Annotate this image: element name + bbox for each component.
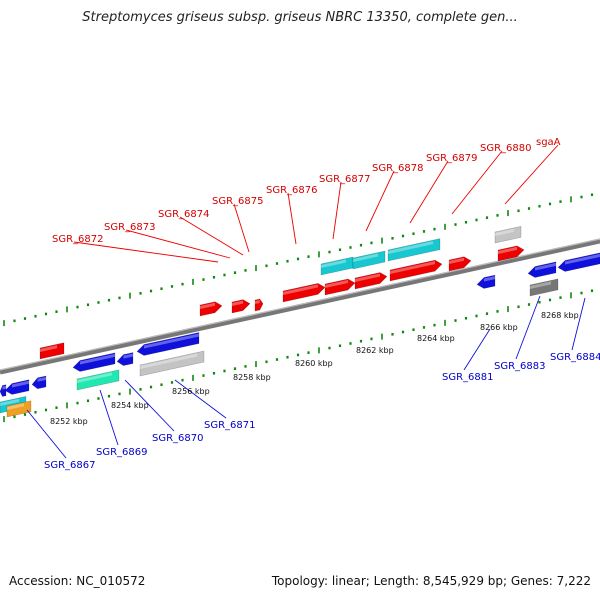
gene-label-forward[interactable]: SGR_6878	[372, 163, 424, 174]
gene-feature[interactable]	[282, 282, 326, 303]
leader-line	[571, 297, 586, 351]
leader-line	[26, 409, 67, 459]
gene-label-reverse[interactable]: SGR_6867	[44, 460, 96, 471]
lower-ruler-track	[3, 289, 594, 423]
gene-label-forward[interactable]: sgaA	[536, 137, 561, 148]
ruler-label: 8258 kbp	[233, 373, 271, 382]
gene-feature[interactable]	[354, 271, 388, 290]
ruler-label: 8264 kbp	[417, 334, 455, 343]
leader-line	[365, 170, 395, 232]
gene-label-reverse[interactable]: SGR_6883	[494, 361, 546, 372]
summary-text: Topology: linear; Length: 8,545,929 bp; …	[271, 574, 591, 588]
gene-feature[interactable]	[324, 277, 356, 296]
chromosome-backbone	[0, 238, 600, 375]
gene-label-reverse[interactable]: SGR_6871	[204, 420, 256, 431]
gene-feature[interactable]	[139, 350, 205, 377]
gene-feature[interactable]	[4, 379, 30, 396]
gene-feature[interactable]	[231, 298, 251, 314]
gene-feature[interactable]	[448, 255, 472, 272]
gene-feature[interactable]	[76, 369, 120, 391]
ruler-label: 8254 kbp	[111, 401, 149, 410]
gene-label-reverse[interactable]: SGR_6884	[550, 352, 600, 363]
leader-line	[515, 295, 541, 360]
leader-line	[332, 181, 342, 240]
leader-line	[179, 216, 244, 256]
ruler-label: 8252 kbp	[50, 417, 88, 426]
leader-line	[287, 192, 297, 245]
upper-ruler-track	[3, 193, 594, 327]
gene-feature[interactable]	[199, 300, 223, 317]
gene-feature[interactable]	[254, 298, 264, 312]
label-leader-lines	[26, 144, 586, 459]
gene-label-forward[interactable]: SGR_6877	[319, 174, 371, 185]
gene-feature[interactable]	[352, 250, 386, 270]
ruler-label: 8266 kbp	[480, 323, 518, 332]
gene-label-forward[interactable]: SGR_6879	[426, 153, 478, 164]
gene-label-forward[interactable]: SGR_6875	[212, 196, 264, 207]
gene-feature[interactable]	[0, 384, 7, 397]
gene-feature[interactable]	[527, 261, 557, 279]
leader-line	[174, 379, 227, 419]
gene-features	[0, 225, 600, 418]
ruler-label: 8260 kbp	[295, 359, 333, 368]
gene-feature[interactable]	[136, 332, 200, 357]
gene-feature[interactable]	[39, 342, 65, 360]
gene-feature[interactable]	[72, 352, 116, 373]
leader-line	[73, 241, 219, 263]
gene-feature[interactable]	[494, 225, 522, 244]
gene-feature[interactable]	[6, 400, 32, 418]
gene-label-reverse[interactable]: SGR_6870	[152, 433, 204, 444]
accession-text: Accession: NC_010572	[9, 574, 146, 588]
gene-label-forward[interactable]: SGR_6874	[158, 209, 210, 220]
ruler-ticks	[3, 193, 594, 423]
gene-label-forward[interactable]: SGR_6873	[104, 222, 156, 233]
gene-label-forward[interactable]: SGR_6872	[52, 234, 104, 245]
gene-feature[interactable]	[389, 259, 443, 282]
leader-line	[451, 150, 503, 215]
gene-feature[interactable]	[497, 244, 525, 262]
gene-label-reverse[interactable]: SGR_6881	[442, 372, 494, 383]
ruler-label: 8268 kbp	[541, 311, 579, 320]
leader-line	[463, 328, 491, 371]
leader-line	[504, 144, 559, 205]
leader-line	[409, 160, 449, 224]
ruler-label: 8262 kbp	[356, 346, 394, 355]
gene-feature[interactable]	[557, 252, 600, 273]
gene-feature[interactable]	[476, 274, 496, 290]
ruler-label: 8256 kbp	[172, 387, 210, 396]
map-title: Streptomyces griseus subsp. griseus NBRC…	[82, 10, 518, 25]
gene-label-reverse[interactable]: SGR_6869	[96, 447, 148, 458]
leader-line	[99, 389, 119, 446]
leader-line	[124, 379, 175, 432]
gene-feature[interactable]	[31, 375, 47, 390]
gene-feature[interactable]	[116, 352, 134, 367]
gene-feature[interactable]	[529, 278, 559, 297]
gene-feature[interactable]	[320, 256, 354, 276]
labels: SGR_6872SGR_6873SGR_6874SGR_6875SGR_6876…	[44, 137, 600, 471]
gene-label-forward[interactable]: SGR_6876	[266, 185, 318, 196]
gene-feature[interactable]	[387, 238, 441, 262]
leader-line	[233, 203, 250, 253]
gene-label-forward[interactable]: SGR_6880	[480, 143, 532, 154]
leader-line	[125, 229, 231, 259]
